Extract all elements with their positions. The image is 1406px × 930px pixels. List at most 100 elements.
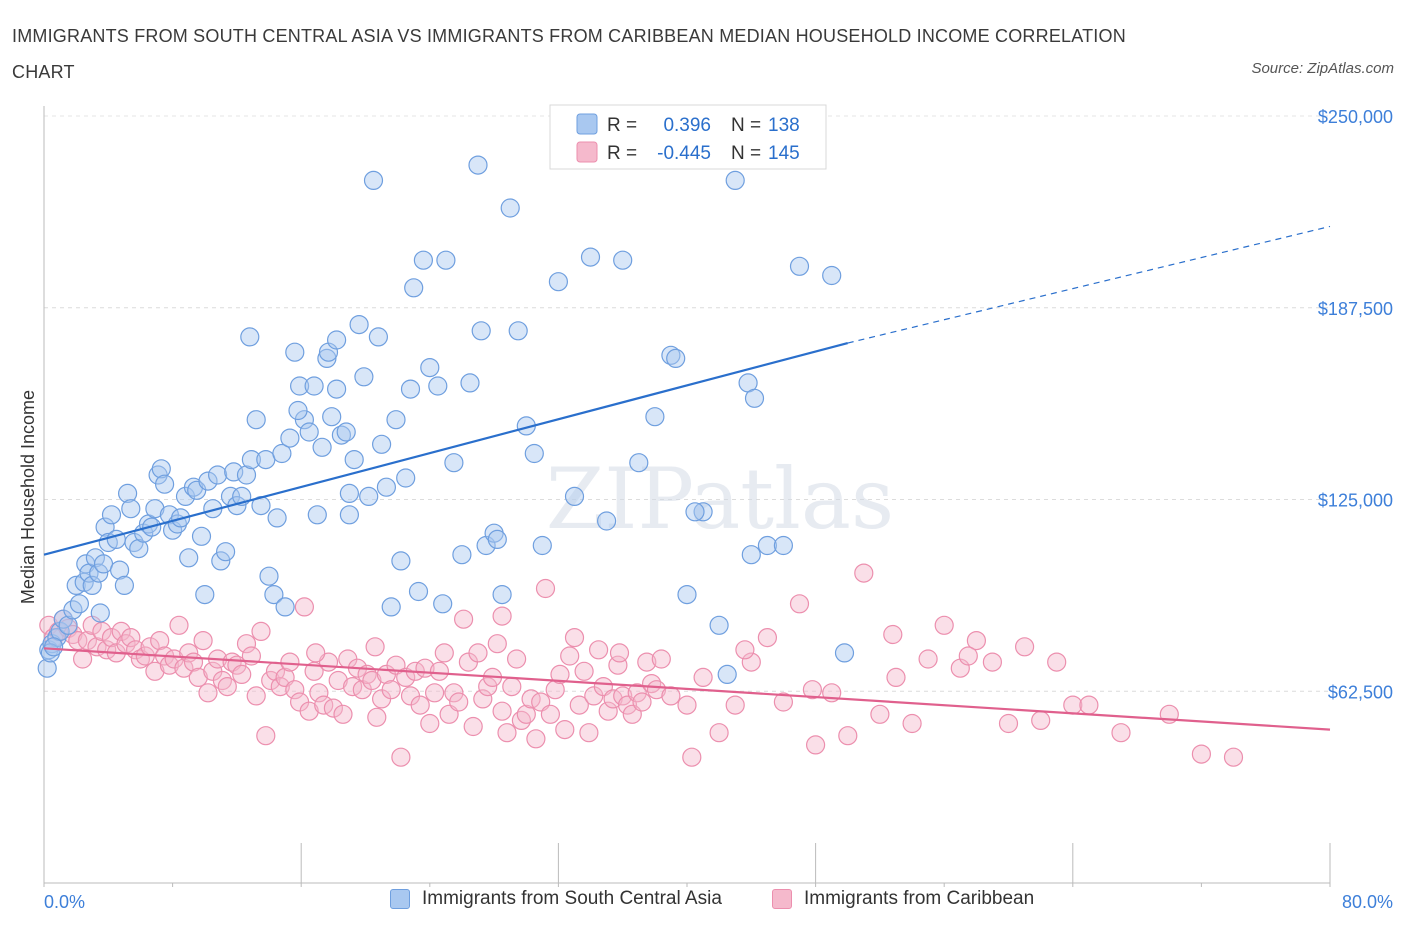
legend-item-caribbean: Immigrants from Caribbean <box>772 888 1034 910</box>
south-central-asia-point-35 <box>151 459 171 479</box>
caribbean-point-149 <box>998 713 1019 734</box>
caribbean-point-162 <box>802 680 823 700</box>
caribbean-point-80 <box>425 683 445 703</box>
trend-lines <box>43 225 1331 731</box>
south-central-asia-point-106 <box>500 198 520 218</box>
caribbean-point-74 <box>396 667 416 688</box>
legend-r-label-pink: R = <box>607 143 637 164</box>
caribbean-point-116 <box>598 701 618 721</box>
south-central-asia-point-67 <box>285 342 305 362</box>
caribbean-point-85 <box>449 692 469 712</box>
axes <box>43 106 1331 887</box>
caribbean-point-106 <box>550 664 570 685</box>
caribbean-point-91 <box>478 676 498 697</box>
caribbean-point-99 <box>516 704 536 724</box>
south-central-asia-point-24 <box>109 560 130 580</box>
caribbean-point-150 <box>1014 637 1035 657</box>
south-central-asia-point-120 <box>693 502 713 522</box>
caribbean-point-97 <box>506 649 527 669</box>
caribbean-point-145 <box>934 615 954 635</box>
y-tick-label-0: $62,500 <box>1328 682 1393 702</box>
caribbean-point-94 <box>492 701 512 721</box>
x-tick-label-min: 0.0% <box>44 892 85 912</box>
south-central-asia-point-49 <box>208 465 228 485</box>
legend-swatch-pink <box>576 141 598 163</box>
south-central-asia-point-65 <box>275 597 295 617</box>
caribbean-point-104 <box>540 704 561 724</box>
legend-item-south-central-asia: Immigrants from South Central Asia <box>390 888 722 910</box>
south-central-asia-point-15 <box>82 575 102 596</box>
south-central-asia-point-125 <box>685 502 705 522</box>
caribbean-point-166 <box>365 637 385 657</box>
south-central-asia-point-87 <box>376 477 396 497</box>
caribbean-point-159 <box>609 643 630 663</box>
caribbean-point-153 <box>1063 695 1083 715</box>
south-central-asia-point-57 <box>241 450 261 470</box>
legend-r-value-blue: 0.396 <box>663 115 711 136</box>
caribbean-point-61 <box>333 704 353 724</box>
caribbean-point-60 <box>328 670 348 691</box>
caribbean-point-89 <box>468 643 488 663</box>
caribbean-point-112 <box>579 723 599 743</box>
caribbean-point-90 <box>473 689 493 709</box>
chart-source: Source: ZipAtlas.com <box>1251 60 1394 77</box>
caribbean-point-68 <box>367 707 387 727</box>
south-central-asia-point-80 <box>344 450 364 470</box>
south-central-asia-point-132 <box>834 643 855 663</box>
south-central-asia-point-98 <box>436 250 456 270</box>
south-central-asia-point-64 <box>272 443 292 464</box>
caribbean-point-96 <box>502 676 522 697</box>
caribbean-point-157 <box>1191 744 1212 764</box>
caribbean-point-134 <box>757 627 778 648</box>
caribbean-point-135 <box>773 692 794 712</box>
south-central-asia-point-89 <box>386 410 406 430</box>
south-central-asia-point-96 <box>420 358 440 378</box>
south-central-asia-point-115 <box>613 250 633 270</box>
legend-swatch-caribbean <box>772 889 792 909</box>
caribbean-point-84 <box>444 683 464 703</box>
caribbean-point-67 <box>362 670 382 691</box>
caribbean-point-133 <box>741 652 761 672</box>
south-central-asia-point-82 <box>354 367 374 387</box>
south-central-asia-point-56 <box>236 465 257 485</box>
caribbean-point-144 <box>918 649 938 669</box>
south-central-asia-point-51 <box>216 542 236 562</box>
south-central-asia-point-81 <box>349 315 369 335</box>
caribbean-point-167 <box>306 643 326 663</box>
south-central-asia-point-91 <box>396 468 416 488</box>
south-central-asia-point-62 <box>264 584 284 605</box>
south-central-asia-point-130 <box>789 256 810 276</box>
south-central-asia-point-25 <box>114 575 135 596</box>
caribbean-point-118 <box>608 655 628 675</box>
legend-n-label-pink: N = <box>731 143 761 164</box>
series-caribbean-points <box>39 563 1244 767</box>
caribbean-point-79 <box>420 713 440 734</box>
south-central-asia-point-71 <box>304 376 324 396</box>
south-central-asia-point-36 <box>155 474 175 494</box>
south-central-asia-point-6 <box>43 637 64 657</box>
caribbean-point-161 <box>735 640 755 660</box>
south-central-asia-point-45 <box>191 526 212 546</box>
south-central-asia-point-33 <box>145 499 165 519</box>
caribbean-point-165 <box>492 606 512 626</box>
caribbean-point-140 <box>854 563 874 583</box>
south-central-asia-point-112 <box>564 486 585 506</box>
south-central-asia-point-94 <box>408 581 429 602</box>
south-central-asia-point-113 <box>580 247 601 267</box>
south-central-asia-point-17 <box>89 563 109 583</box>
south-central-asia-point-134 <box>487 529 507 550</box>
caribbean-point-40 <box>232 664 252 685</box>
caribbean-point-59 <box>323 698 343 718</box>
legend-swatch-south-central-asia <box>390 889 410 909</box>
south-central-asia-point-83 <box>359 486 379 506</box>
south-central-asia-point-122 <box>725 170 745 190</box>
south-central-asia-point-68 <box>290 376 310 396</box>
south-central-asia-point-78 <box>336 422 356 442</box>
caribbean-point-51 <box>285 680 305 700</box>
caribbean-point-154 <box>1079 695 1099 715</box>
south-central-asia-point-119 <box>677 584 697 605</box>
legend-label-south-central-asia: Immigrants from South Central Asia <box>422 888 722 909</box>
caribbean-point-46 <box>261 670 281 691</box>
legend-r-value-pink: -0.445 <box>657 143 711 164</box>
